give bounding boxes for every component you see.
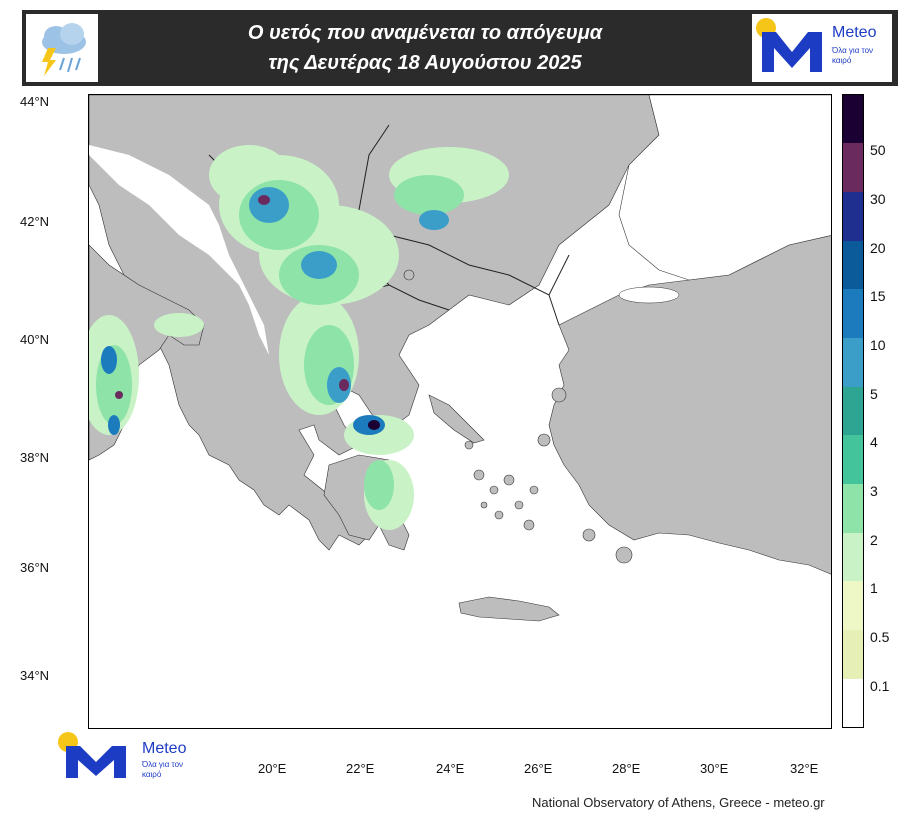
legend-label-10: 10 [870, 337, 886, 353]
lat-label-42: 42°N [20, 214, 50, 229]
legend-swatch-5 [843, 289, 863, 338]
legend-swatch-4 [843, 241, 863, 289]
legend-swatch-7 [843, 387, 863, 435]
lon-label-20: 20°E [258, 761, 287, 776]
logo-name-bottom: Meteo [142, 740, 187, 757]
rain-cloud-icon [42, 23, 86, 76]
lon-label-32: 32°E [790, 761, 819, 776]
legend-label-2: 2 [870, 532, 878, 548]
logo-tagline-bottom: Όλα για τον καιρό [142, 760, 184, 779]
meteo-logo-top [752, 14, 892, 82]
legend-swatch-11 [843, 581, 863, 630]
meteo-logo-bottom-icon [58, 732, 126, 778]
legend-label-5: 5 [870, 386, 878, 402]
lat-label-44: 44°N [20, 94, 50, 109]
lat-label-36: 36°N [20, 560, 50, 575]
lat-label-40: 40°N [20, 332, 50, 347]
credit-text: National Observatory of Athens, Greece -… [532, 795, 825, 810]
legend-swatch-3 [843, 192, 863, 241]
lon-label-28: 28°E [612, 761, 641, 776]
lon-label-24: 24°E [436, 761, 465, 776]
page-title: Ο υετός που αναμένεται το απόγευμα της Δ… [110, 14, 740, 82]
legend-label-50: 50 [870, 142, 886, 158]
lat-label-38: 38°N [20, 450, 50, 465]
lon-label-22: 22°E [346, 761, 375, 776]
legend-label-20: 20 [870, 240, 886, 256]
land-crete [458, 596, 560, 622]
lon-label-30: 30°E [700, 761, 729, 776]
legend-swatch-1 [843, 95, 863, 143]
legend-label-0-5: 0.5 [870, 629, 890, 645]
title-line-1: Ο υετός που αναμένεται το απόγευμα [247, 22, 603, 44]
precipitation-map [88, 94, 832, 729]
map-canvas [89, 95, 831, 728]
legend-label-4: 4 [870, 434, 878, 450]
legend-swatch-10 [843, 533, 863, 581]
legend-swatch-13 [843, 679, 863, 727]
lat-label-34: 34°N [20, 668, 50, 683]
legend-swatch-2 [843, 143, 863, 192]
logo-name: Meteo [832, 24, 877, 41]
meteo-logo-icon [756, 18, 822, 72]
legend-swatch-6 [843, 338, 863, 387]
precipitation-field [89, 145, 509, 530]
weather-icon-box [26, 14, 98, 82]
legend-swatch-9 [843, 484, 863, 533]
legend-label-1: 1 [870, 580, 878, 596]
legend-label-3: 3 [870, 483, 878, 499]
legend-swatch-8 [843, 435, 863, 484]
legend-swatch-12 [843, 630, 863, 679]
legend-label-15: 15 [870, 288, 886, 304]
logo-tagline: Όλα για τον καιρό [832, 46, 874, 65]
legend-label-0-1: 0.1 [870, 678, 890, 694]
islands [403, 269, 633, 564]
title-line-2: της Δευτέρας 18 Αυγούστου 2025 [268, 52, 582, 74]
legend-label-30: 30 [870, 191, 886, 207]
lon-label-26: 26°E [524, 761, 553, 776]
legend-colorbar [842, 94, 864, 728]
